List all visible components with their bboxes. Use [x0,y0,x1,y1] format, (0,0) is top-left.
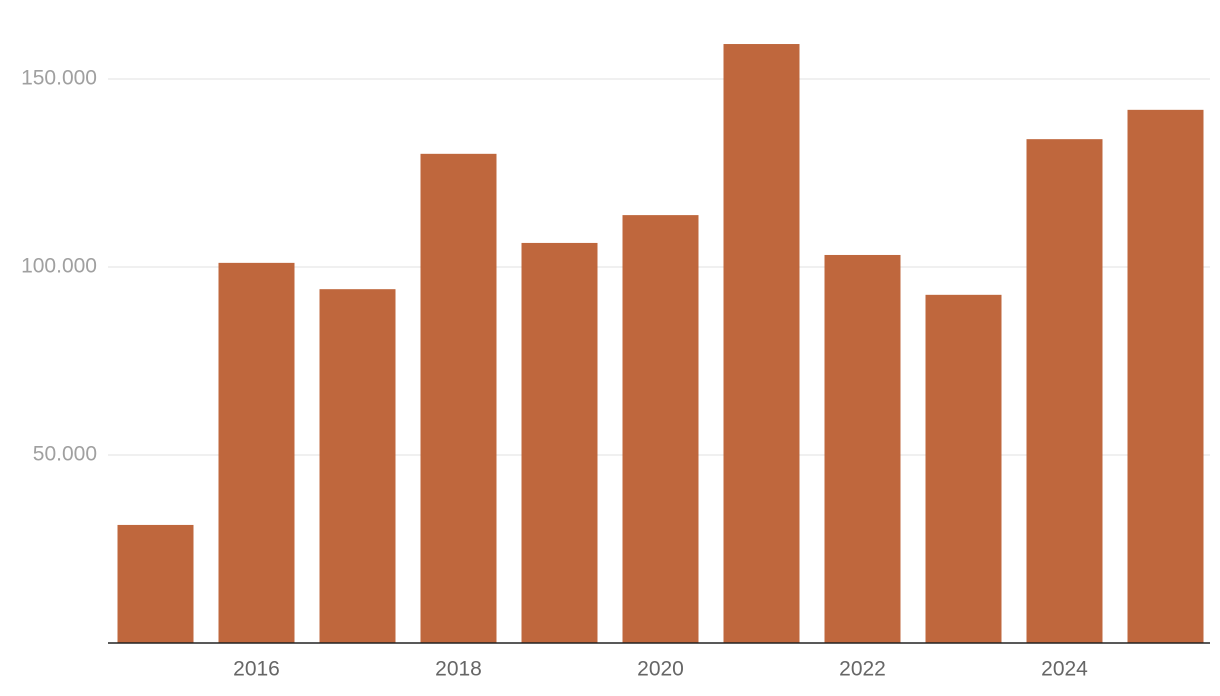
bar [319,289,396,643]
bar [521,242,598,643]
x-tick-label: 2016 [233,658,280,681]
x-tick-label: 2018 [435,658,482,681]
x-tick-label: 2024 [1041,658,1088,681]
bar [622,215,699,643]
x-tick-label: 2020 [637,658,684,681]
bar [1026,139,1103,643]
bar [925,294,1002,643]
bar [723,44,800,644]
y-tick-label: 50.000 [33,443,97,466]
y-tick-label: 100.000 [21,255,97,278]
bar [117,524,194,643]
y-tick-label: 150.000 [21,67,97,90]
bar [824,254,901,643]
bar [1127,109,1204,643]
x-tick-label: 2022 [839,658,886,681]
bar [420,153,497,643]
bar [218,262,295,643]
